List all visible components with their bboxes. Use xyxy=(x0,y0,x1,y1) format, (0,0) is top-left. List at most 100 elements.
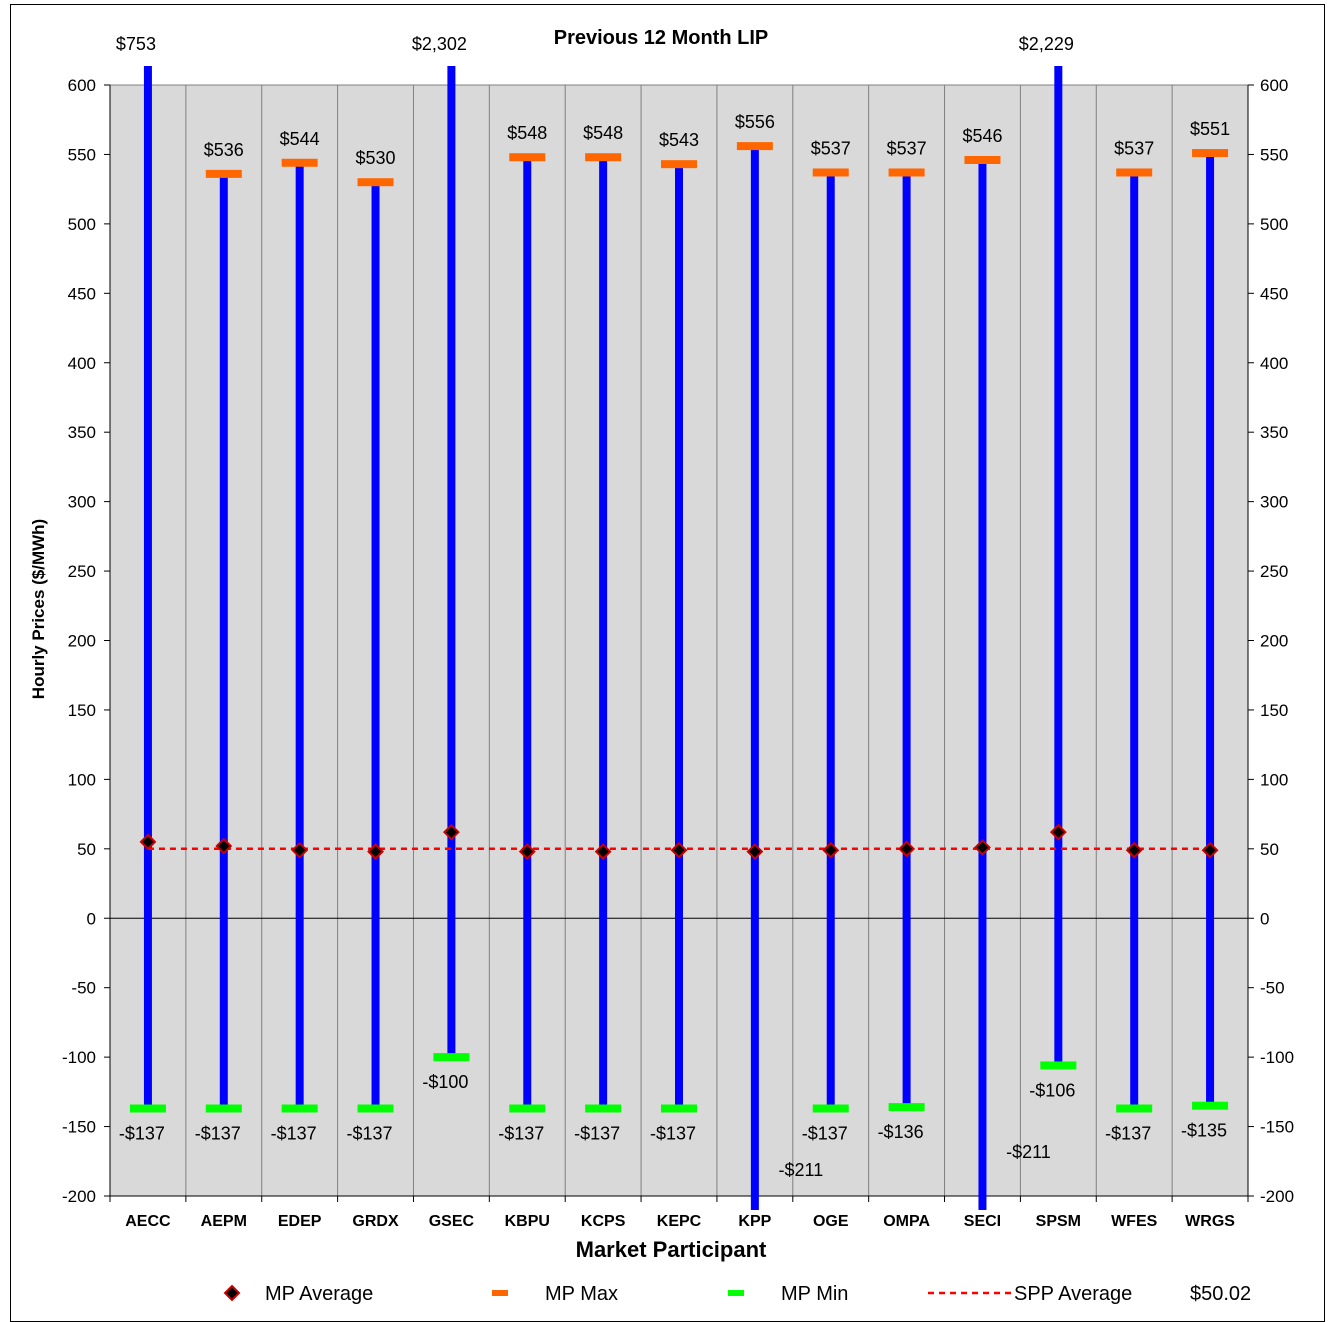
max-label: $537 xyxy=(811,138,851,158)
max-label: $551 xyxy=(1190,119,1230,139)
x-tick-label-aepm: AEPM xyxy=(201,1213,247,1230)
min-marker-kcps xyxy=(585,1105,621,1113)
max-marker-kepc xyxy=(661,160,697,168)
max-marker-ompa xyxy=(889,168,925,176)
min-label: -$137 xyxy=(1105,1124,1151,1144)
x-tick-label-wfes: WFES xyxy=(1111,1213,1158,1230)
legend-avg-swatch xyxy=(225,1286,239,1300)
max-label: $753 xyxy=(116,34,156,54)
x-tick-label-kbpu: KBPU xyxy=(505,1213,550,1230)
y-tick-label-right: 50 xyxy=(1260,840,1279,859)
y-tick-label-left: 100 xyxy=(68,770,96,789)
min-marker-wfes xyxy=(1116,1105,1152,1113)
y-tick-label-right: 450 xyxy=(1260,284,1288,303)
min-marker-grdx xyxy=(358,1105,394,1113)
x-tick-label-gsec: GSEC xyxy=(429,1213,475,1230)
min-marker-kbpu xyxy=(509,1105,545,1113)
min-label: -$137 xyxy=(574,1124,620,1144)
y-tick-label-left: 350 xyxy=(68,423,96,442)
min-label: -$137 xyxy=(802,1124,848,1144)
legend-min-swatch xyxy=(728,1290,744,1296)
min-label: -$211 xyxy=(779,1160,824,1180)
max-label: $546 xyxy=(962,126,1002,146)
max-label: $2,302 xyxy=(412,34,467,54)
min-marker-aecc xyxy=(130,1105,166,1113)
y-tick-label-left: 500 xyxy=(68,215,96,234)
y-tick-label-left: -200 xyxy=(62,1187,96,1206)
min-marker-wrgs xyxy=(1192,1102,1228,1110)
y-tick-label-right: 0 xyxy=(1260,909,1269,928)
x-tick-label-kepc: KEPC xyxy=(657,1213,702,1230)
y-tick-label-left: 450 xyxy=(68,284,96,303)
x-tick-label-grdx: GRDX xyxy=(352,1213,399,1230)
y-tick-label-left: 0 xyxy=(87,909,96,928)
y-tick-label-left: 250 xyxy=(68,562,96,581)
spp-average-value: $50.02 xyxy=(1190,1283,1251,1305)
min-label: -$100 xyxy=(422,1072,468,1092)
y-tick-label-left: 400 xyxy=(68,354,96,373)
min-label: -$135 xyxy=(1181,1121,1227,1141)
x-tick-label-aecc: AECC xyxy=(125,1213,171,1230)
legend-avg-label: MP Average xyxy=(265,1283,373,1305)
max-marker-oge xyxy=(813,168,849,176)
max-marker-aepm xyxy=(206,170,242,178)
y-tick-label-right: 150 xyxy=(1260,701,1288,720)
min-marker-ompa xyxy=(889,1103,925,1111)
y-tick-label-left: 550 xyxy=(68,145,96,164)
max-label: $548 xyxy=(583,123,623,143)
y-tick-label-right: -150 xyxy=(1260,1118,1294,1137)
max-marker-kpp xyxy=(737,142,773,150)
x-tick-label-spsm: SPSM xyxy=(1036,1213,1081,1230)
min-label: -$137 xyxy=(650,1124,696,1144)
y-tick-label-right: 550 xyxy=(1260,145,1288,164)
min-label: -$136 xyxy=(878,1122,924,1142)
max-marker-edep xyxy=(282,159,318,167)
min-marker-gsec xyxy=(433,1053,469,1061)
max-label: $536 xyxy=(204,140,244,160)
y-tick-label-left: -50 xyxy=(71,979,96,998)
y-axis-title: Hourly Prices ($/MWh) xyxy=(29,519,48,699)
min-label: -$137 xyxy=(347,1124,393,1144)
plot-area: -200 -200 -150 -150 -100 -100 -50 -50 0 0 50 50 100 1… xyxy=(62,34,1294,1230)
min-marker-spsm xyxy=(1040,1061,1076,1069)
max-label: $548 xyxy=(507,123,547,143)
max-label: $537 xyxy=(1114,138,1154,158)
legend-spp-label: SPP Average xyxy=(1014,1283,1132,1305)
min-marker-aepm xyxy=(206,1105,242,1113)
x-tick-label-ompa: OMPA xyxy=(883,1213,930,1230)
y-tick-label-right: -100 xyxy=(1260,1048,1294,1067)
max-label: $2,229 xyxy=(1019,34,1074,54)
y-tick-label-right: 300 xyxy=(1260,493,1288,512)
min-label: -$106 xyxy=(1029,1080,1075,1100)
min-label: -$137 xyxy=(498,1124,544,1144)
y-tick-label-right: 200 xyxy=(1260,632,1288,651)
y-tick-label-right: 250 xyxy=(1260,562,1288,581)
y-tick-label-left: 600 xyxy=(68,76,96,95)
max-marker-kbpu xyxy=(509,153,545,161)
y-tick-label-left: 300 xyxy=(68,493,96,512)
y-tick-label-left: 150 xyxy=(68,701,96,720)
x-tick-label-kcps: KCPS xyxy=(581,1213,626,1230)
y-tick-label-right: 400 xyxy=(1260,354,1288,373)
legend-max-label: MP Max xyxy=(545,1283,618,1305)
max-label: $537 xyxy=(887,138,927,158)
y-tick-label-right: -200 xyxy=(1260,1187,1294,1206)
y-tick-label-right: 500 xyxy=(1260,215,1288,234)
y-tick-label-left: -100 xyxy=(62,1048,96,1067)
y-tick-label-left: -150 xyxy=(62,1118,96,1137)
x-tick-label-kpp: KPP xyxy=(738,1213,771,1230)
max-label: $556 xyxy=(735,112,775,132)
x-tick-label-seci: SECI xyxy=(964,1213,1001,1230)
max-marker-kcps xyxy=(585,153,621,161)
y-tick-label-right: 600 xyxy=(1260,76,1288,95)
max-label: $530 xyxy=(356,148,396,168)
legend-min-label: MP Min xyxy=(781,1283,848,1305)
y-tick-label-right: 100 xyxy=(1260,770,1288,789)
y-tick-label-right: 350 xyxy=(1260,423,1288,442)
legend-max-swatch xyxy=(492,1290,508,1296)
min-label: -$137 xyxy=(271,1124,317,1144)
y-tick-label-left: 50 xyxy=(77,840,96,859)
max-marker-wrgs xyxy=(1192,149,1228,157)
min-marker-edep xyxy=(282,1105,318,1113)
